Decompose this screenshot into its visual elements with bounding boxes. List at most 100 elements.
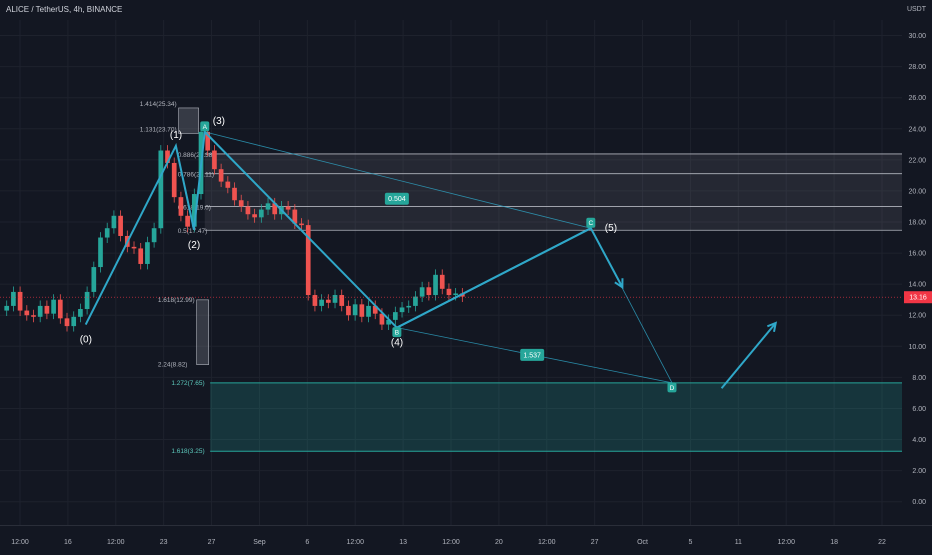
candle-body [191,194,197,227]
abcd-point-marker [586,217,596,228]
y-tick-label: 22.00 [908,157,926,164]
y-tick-label: 26.00 [908,95,926,102]
x-tick-label: 16 [64,539,72,546]
candle-body [426,287,432,296]
candle-body [339,295,345,306]
candle-body [57,299,63,319]
x-tick-label: Oct [637,539,648,546]
candle-body [17,291,23,311]
candle-body [4,305,10,311]
candle-body [258,209,264,218]
candle-body [379,313,385,325]
abcd-point-label: A [203,124,208,131]
fib-label-upper: 1.131(23.70) [140,126,177,133]
fib-box-lower [196,299,209,365]
y-tick-label: 28.00 [908,64,926,71]
candle-body [145,242,150,264]
abcd-ratio-badge [384,192,409,205]
candle-body [366,305,371,317]
y-tick-label: 14.00 [908,282,926,289]
candle-body [31,315,36,317]
candle-body [98,237,103,268]
candle-body [413,296,418,306]
wave-label: (0) [80,335,92,346]
fib-label-target: 1.618(3.25) [171,448,204,455]
candle-body [245,206,251,215]
candle-body [352,304,358,316]
fib-zone-target [210,382,902,452]
candle-body [406,305,412,308]
candle-body [185,215,190,227]
x-tick-label: 23 [160,539,168,546]
wave-label: (5) [605,223,617,234]
x-tick-label: 18 [830,539,838,546]
candle-body [205,131,211,151]
candle-body [71,316,77,327]
wave-label: (2) [188,240,200,251]
y-tick-label: 8.00 [912,375,926,382]
candle-body [11,291,16,306]
fib-label-target: 1.272(7.65) [171,380,204,387]
y-tick-label: 12.00 [908,313,926,320]
candle-body [78,309,83,317]
candle-body [44,305,50,314]
abcd-ratio-label: 1.537 [523,352,541,359]
candle-body [272,203,278,215]
y-tick-label: 0.00 [912,499,926,506]
symbol-title: ALICE / TetherUS, 4h, BINANCE [6,5,123,14]
candle-body [51,299,56,314]
x-tick-label: 12:00 [538,539,556,546]
x-tick-label: 5 [688,539,692,546]
candle-body [305,225,311,296]
candle-body [446,288,452,296]
candle-body [64,318,70,327]
candle-body [319,299,324,306]
abcd-point-label: C [588,220,593,227]
x-tick-label: 13 [399,539,407,546]
x-tick-label: 12:00 [107,539,125,546]
candle-body [104,228,110,238]
y-tick-label: 6.00 [912,406,926,413]
abcd-point-marker [667,382,677,393]
candle-body [346,305,351,316]
candle-body [212,150,217,170]
candle-body [91,267,97,292]
candle-body [118,215,123,236]
y-tick-label: 18.00 [908,220,926,227]
x-tick-label: 6 [305,539,309,546]
abcd-point-marker [200,121,210,132]
future-arrow-line [720,322,777,389]
candle-body [138,248,144,264]
x-tick-label: 12:00 [777,539,795,546]
x-tick-label: 22 [878,539,886,546]
wave-label: (1) [170,130,182,141]
x-tick-label: Sep [253,539,266,546]
candle-body [292,209,298,224]
abcd-ratio-label: 0.504 [388,196,406,203]
candle-body [265,203,271,210]
x-tick-label: 27 [591,539,599,546]
fib-label-upper: 0.786(21.11) [178,172,214,179]
fib-box-extension [178,107,199,134]
candle-body [386,319,391,325]
abcd-point-label: D [670,385,675,392]
projection-arrowhead [614,278,624,290]
candle-body [453,293,458,296]
y-tick-label: 10.00 [908,344,926,351]
last-price-label: 13.16 [909,295,927,302]
candle-body [252,214,257,218]
fib-label-lower: 2.24(8.82) [158,362,188,369]
candle-body [312,295,318,306]
wave-label: (3) [213,116,225,127]
candle-body [111,215,117,229]
y-tick-label: 4.00 [912,437,926,444]
abcd-line-ac [204,131,591,229]
fib-label-lower: 1.618(12.99) [158,297,195,304]
x-tick-label: 12:00 [442,539,460,546]
candle-body [165,150,170,163]
wave-label: (4) [391,338,403,349]
last-price-tag [904,291,932,304]
candle-body [151,228,157,243]
